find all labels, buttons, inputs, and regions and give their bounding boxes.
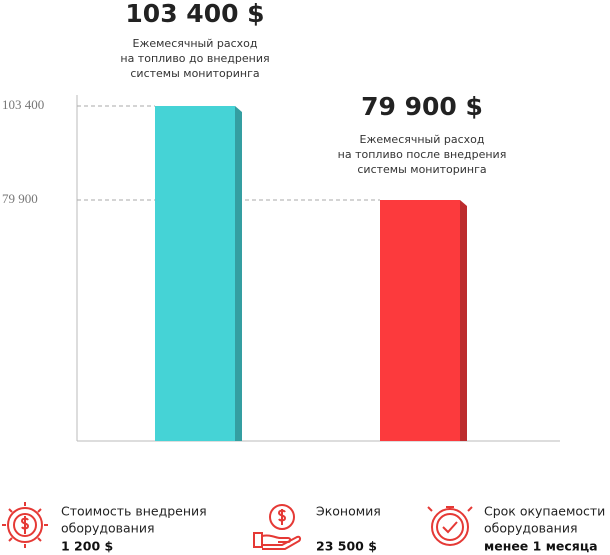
bar-side [460,200,467,441]
stat-label: оборудования [61,521,154,536]
bar-side [235,106,242,441]
stat-label: Срок окупаемости [484,504,605,519]
stat-label: оборудования [484,521,577,536]
stat-value: 23 500 $ [316,539,377,554]
gear-icon [2,502,48,548]
stat-value: 1 200 $ [61,539,113,554]
bar-description: системы мониторинга [130,67,259,80]
bar-description: Ежемесячный расход [133,37,258,50]
hand-coin-icon [253,504,302,550]
bar-description: на топливо после внедрения [338,148,507,161]
bar-description: на топливо до внедрения [120,52,269,65]
stat-label: Стоимость внедрения [61,504,207,519]
bar [380,200,460,441]
value-label: 103 400 $ [125,0,264,28]
stat-label: Экономия [316,504,381,519]
stat-value: менее 1 месяца [484,539,598,554]
bar-description: системы мониторинга [357,163,486,176]
value-label: 79 900 $ [361,92,483,121]
bar-description: Ежемесячный расход [360,133,485,146]
clock-icon [427,506,473,546]
y-tick-label: 103 400 [2,97,44,112]
bar [155,106,235,441]
y-tick-label: 79 900 [2,191,38,206]
